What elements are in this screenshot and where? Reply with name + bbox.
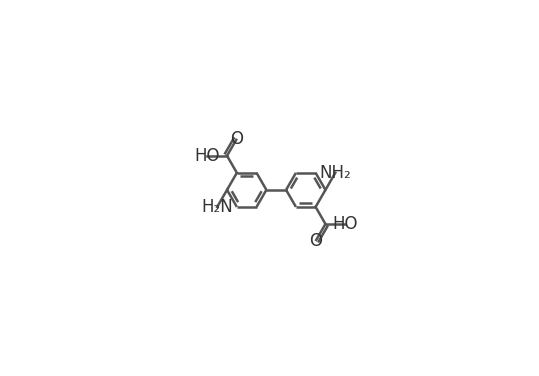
Text: O: O xyxy=(309,232,322,250)
Text: H₂N: H₂N xyxy=(201,198,233,216)
Text: O: O xyxy=(230,130,244,148)
Text: NH₂: NH₂ xyxy=(320,164,351,182)
Text: HO: HO xyxy=(333,215,358,233)
Text: HO: HO xyxy=(195,147,220,165)
